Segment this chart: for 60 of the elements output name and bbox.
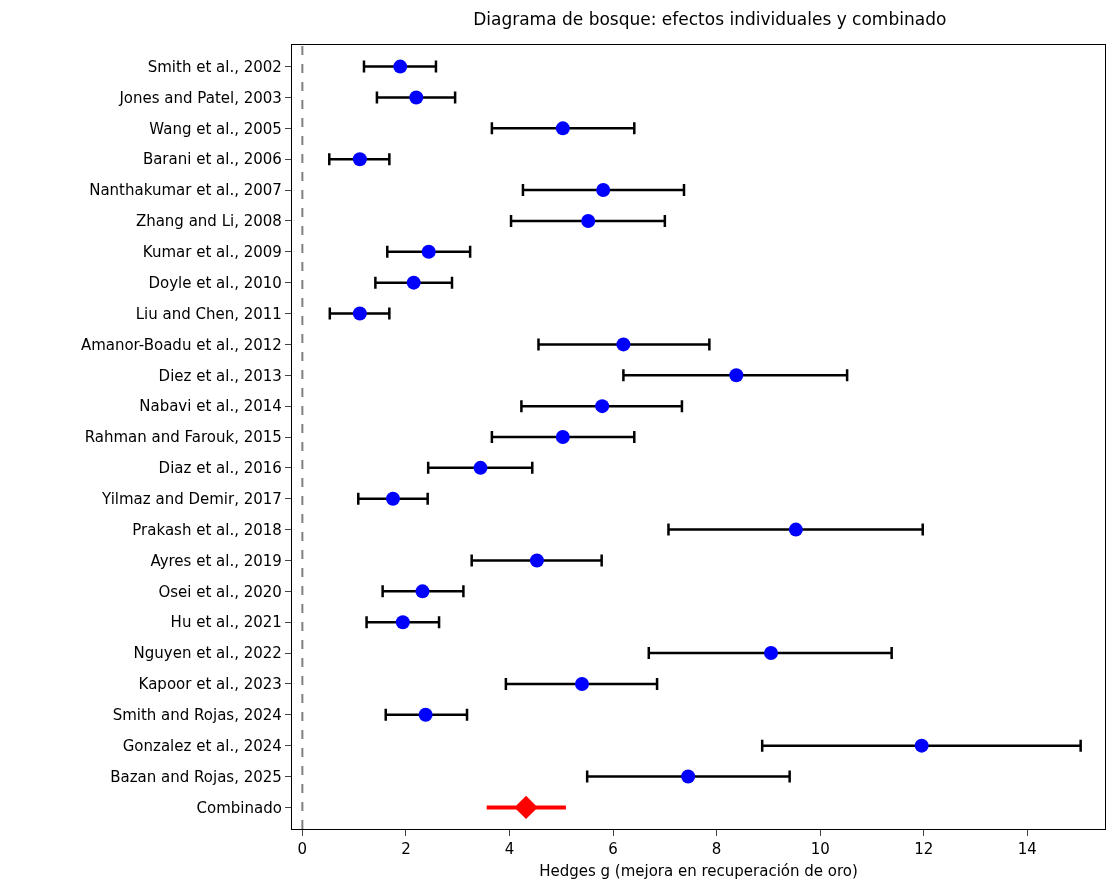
point [788,522,803,537]
point [514,795,538,820]
y-tick-label: Amanor-Boadu et al., 2012 [80,335,282,354]
y-tick-label: Zhang and Li, 2008 [135,212,282,231]
y-tick-label: Bazan and Rojas, 2025 [110,767,282,786]
x-tick-label: 10 [810,840,830,859]
point [595,399,610,414]
point [406,275,421,290]
y-tick-label: Diez et al., 2013 [158,366,282,385]
point [555,430,570,444]
point [914,738,929,753]
y-tick-label: Nguyen et al., 2022 [133,644,282,663]
point [409,90,424,105]
y-tick-label: Prakash et al., 2018 [132,520,282,539]
x-tick-label: 8 [711,840,722,859]
y-tick-label: Nabavi et al., 2014 [139,397,282,416]
y-tick-label: Smith et al., 2002 [147,57,282,76]
point [473,460,488,475]
point [581,213,596,228]
y-tick-label: Osei et al., 2020 [158,582,282,601]
y-tick-label: Liu and Chen, 2011 [135,304,282,323]
x-tick-label: 2 [401,840,411,859]
point [596,183,611,198]
y-tick-label: Combinado [196,798,282,817]
y-tick-label: Diaz et al., 2016 [158,459,282,478]
point [681,769,696,784]
y-tick-label: Nanthakumar et al., 2007 [89,181,282,200]
x-tick-label: 14 [1017,840,1037,859]
point [529,553,544,568]
chart-title: Diagrama de bosque: efectos individuales y combinado [473,9,947,30]
y-tick-label: Yilmaz and Demir, 2017 [101,489,282,508]
point [393,59,408,74]
y-tick-label: Rahman and Farouk, 2015 [84,428,282,447]
point [616,337,631,352]
point [385,491,400,506]
y-tick-label: Jones and Patel, 2003 [118,88,282,107]
y-tick-label: Ayres et al., 2019 [150,551,282,570]
x-tick-label: 0 [297,840,308,859]
point [575,676,589,691]
y-tick-label: Kapoor et al., 2023 [138,675,282,694]
y-tick-label: Smith and Rojas, 2024 [112,706,282,725]
point [418,707,433,722]
point [395,615,410,630]
point [764,646,778,661]
y-tick-label: Gonzalez et al., 2024 [122,736,282,755]
point [555,121,570,136]
y-tick-label: Barani et al., 2006 [142,150,282,169]
point [729,368,744,383]
x-tick-label: 12 [914,840,934,859]
point [421,244,436,259]
y-tick-label: Doyle et al., 2010 [148,273,282,292]
y-tick-label: Hu et al., 2021 [170,613,282,632]
y-tick-label: Kumar et al., 2009 [142,243,282,262]
point [352,152,367,167]
y-tick-label: Wang et al., 2005 [149,119,282,138]
x-axis-title: Hedges g (mejora en recuperación de oro) [539,862,858,881]
point [352,306,367,321]
x-tick-label: 6 [608,840,618,859]
x-tick-label: 4 [504,840,515,859]
point [415,584,430,599]
